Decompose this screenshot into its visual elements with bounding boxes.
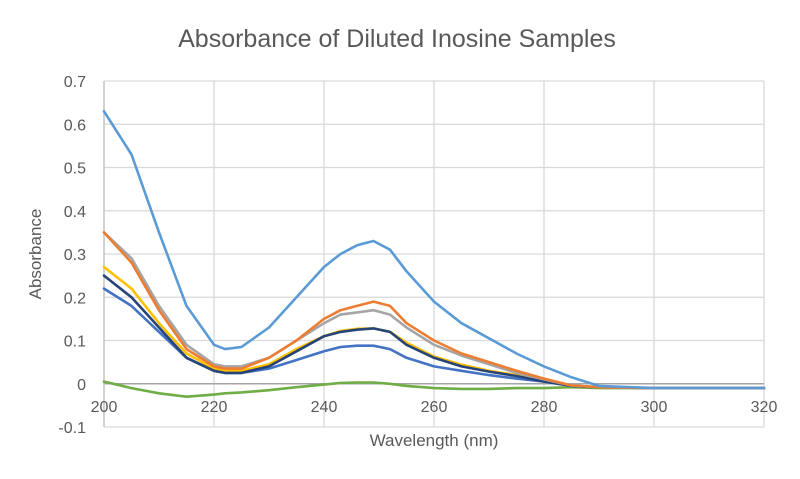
series-line <box>102 231 766 390</box>
y-tick-label: 0.3 <box>64 247 86 264</box>
y-tick-label: 0.2 <box>64 290 86 307</box>
x-tick-label: 320 <box>751 399 778 416</box>
y-tick-label: 0.4 <box>64 204 86 221</box>
x-axis-label: Wavelength (nm) <box>370 431 499 450</box>
x-tick-labels: 200 220 240 260 280 300 320 <box>91 399 778 416</box>
y-tick-label: 0.1 <box>64 334 86 351</box>
series-group <box>102 110 766 398</box>
y-tick-label: 0.5 <box>64 161 86 178</box>
y-tick-label: 0.6 <box>64 117 86 134</box>
x-tick-label: 220 <box>201 399 228 416</box>
x-tick-label: 300 <box>641 399 668 416</box>
x-tick-label: 260 <box>421 399 448 416</box>
y-tick-label: 0.7 <box>64 74 86 91</box>
x-tick-label: 280 <box>531 399 558 416</box>
y-tick-label: -0.1 <box>58 420 86 437</box>
x-tick-label: 200 <box>91 399 118 416</box>
y-axis-label: Absorbance <box>26 209 45 300</box>
chart-title: Absorbance of Diluted Inosine Samples <box>178 25 616 53</box>
series-line <box>102 110 766 390</box>
x-tick-label: 240 <box>311 399 338 416</box>
y-tick-label: 0 <box>77 377 86 394</box>
gridlines <box>103 80 765 428</box>
y-tick-labels: -0.1 0 0.1 0.2 0.3 0.4 0.5 0.6 0.7 <box>58 74 86 437</box>
